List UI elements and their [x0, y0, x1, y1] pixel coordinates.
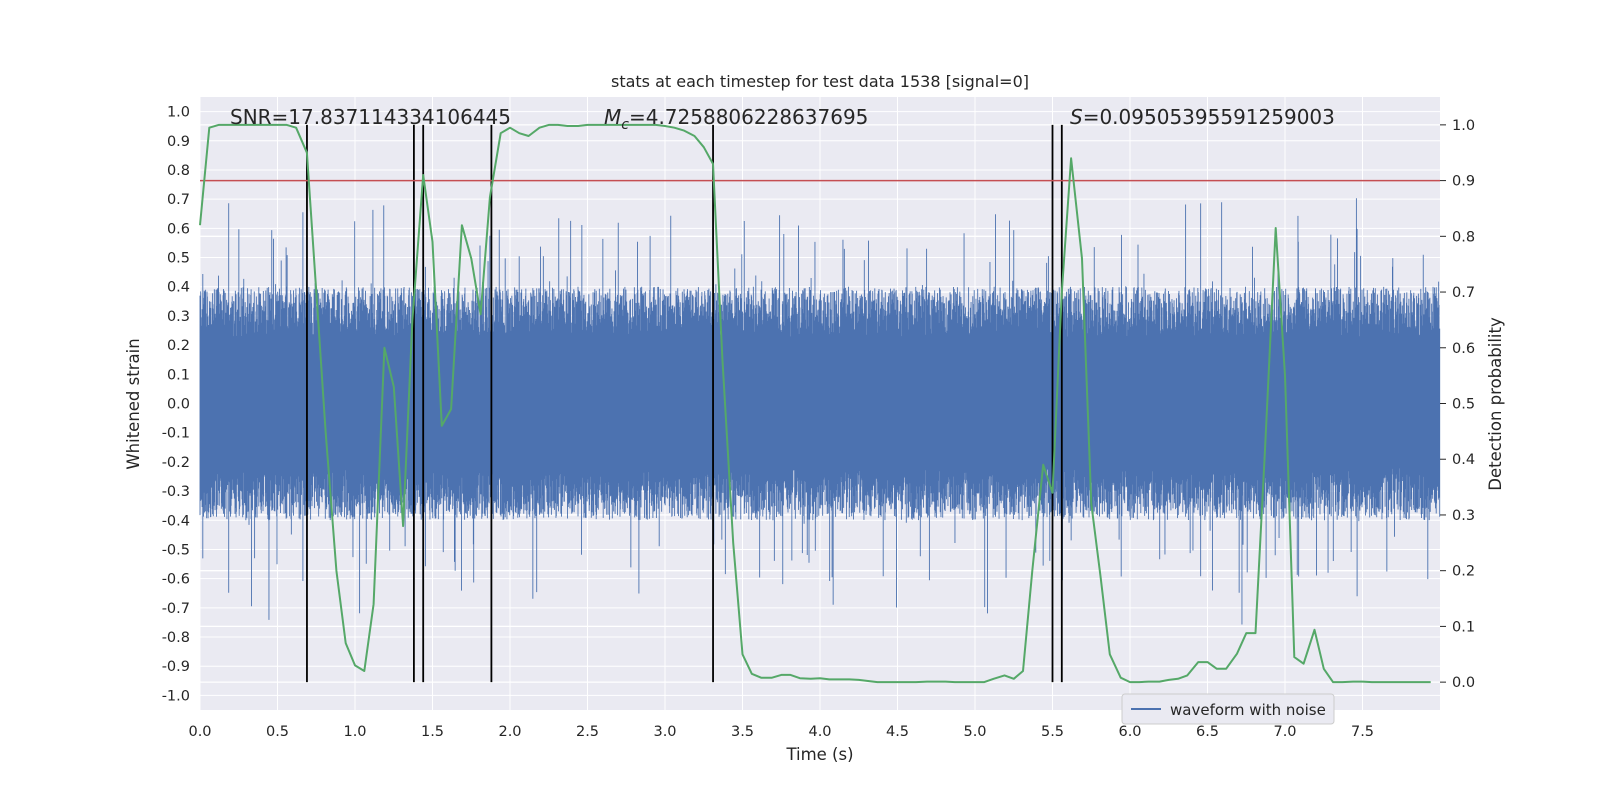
- chart-title: stats at each timestep for test data 153…: [611, 72, 1029, 91]
- right-y-tick-label: 0.4: [1452, 452, 1475, 468]
- right-y-tick-label: 0.2: [1452, 564, 1475, 580]
- left-y-tick-label: 0.4: [167, 280, 190, 296]
- left-y-tick-label: -0.1: [162, 426, 190, 442]
- left-y-tick-label: -0.9: [162, 659, 190, 675]
- legend: waveform with noise: [1121, 693, 1335, 725]
- chirp-mass-value: =4.7258806228637695: [629, 105, 868, 129]
- y-axis-label-right: Detection probability: [1486, 317, 1505, 491]
- x-tick-label: 0.0: [188, 724, 211, 740]
- right-y-tick-label: 0.7: [1452, 285, 1475, 301]
- x-tick-label: 1.0: [343, 724, 366, 740]
- left-y-tick-label: 0.8: [167, 163, 190, 179]
- x-tick-label: 4.0: [808, 724, 831, 740]
- chirp-mass-annotation: Mc=4.7258806228637695: [604, 105, 868, 133]
- left-y-tick-label: -0.8: [162, 630, 190, 646]
- x-tick-label: 6.5: [1196, 724, 1219, 740]
- left-y-tick-label: -1.0: [162, 688, 190, 704]
- x-tick-label: 7.5: [1351, 724, 1374, 740]
- right-y-tick-label: 0.5: [1452, 397, 1475, 413]
- x-tick-label: 7.0: [1273, 724, 1296, 740]
- s-annotation: S=0.09505395591259003: [1070, 105, 1335, 129]
- left-y-tick-label: 0.1: [167, 367, 190, 383]
- left-y-tick-label: 0.9: [167, 134, 190, 150]
- right-y-tick-label: 0.1: [1452, 619, 1475, 635]
- x-tick-label: 6.0: [1118, 724, 1141, 740]
- snr-annotation: SNR=17.837114334106445: [230, 105, 511, 129]
- left-y-tick-label: -0.7: [162, 601, 190, 617]
- x-tick-label: 5.5: [1041, 724, 1064, 740]
- left-y-tick-label: 0.6: [167, 221, 190, 237]
- left-y-tick-label: 0.2: [167, 338, 190, 354]
- left-y-tick-labels: 1.0 0.9 0.8 0.7 0.6 0.5 0.4 0.3 0.2 0.1 0.0 -0.1 -0.…: [162, 105, 190, 705]
- x-tick-label: 3.5: [731, 724, 754, 740]
- right-y-tick-label: 0.9: [1452, 174, 1475, 190]
- left-y-tick-label: 0.5: [167, 251, 190, 267]
- x-tick-label: 3.0: [653, 724, 676, 740]
- x-tick-labels: 0.0 0.5 1.0 1.5 2.0 2.5 3.0 3.5 4.0 4.5 5.0 5.5 6.0 6…: [188, 724, 1374, 740]
- x-tick-label: 1.5: [421, 724, 444, 740]
- legend-label: waveform with noise: [1170, 701, 1326, 719]
- left-y-tick-label: -0.2: [162, 455, 190, 471]
- x-tick-label: 2.5: [576, 724, 599, 740]
- x-axis-label: Time (s): [785, 745, 853, 764]
- right-y-tick-label: 0.3: [1452, 508, 1475, 524]
- x-tick-label: 2.0: [498, 724, 521, 740]
- left-y-tick-label: 0.0: [167, 397, 190, 413]
- legend-box: [1121, 693, 1335, 725]
- detection-probability-series: [199, 123, 1431, 684]
- x-tick-label: 4.5: [886, 724, 909, 740]
- left-y-tick-label: -0.5: [162, 542, 190, 558]
- s-value: =0.09505395591259003: [1083, 105, 1335, 129]
- x-tick-label: 5.0: [963, 724, 986, 740]
- left-y-tick-label: 1.0: [167, 105, 190, 121]
- right-y-tick-label: 0.0: [1452, 675, 1475, 691]
- left-y-tick-label: -0.6: [162, 572, 190, 588]
- right-y-tick-label: 1.0: [1452, 118, 1475, 134]
- vertical-markers: [306, 124, 1063, 683]
- y-axis-label-left: Whitened strain: [124, 338, 143, 469]
- x-tick-label: 0.5: [266, 724, 289, 740]
- chirp-mass-symbol: M: [604, 105, 621, 129]
- detection-probability-line: [199, 123, 1431, 684]
- right-y-tick-label: 0.8: [1452, 229, 1475, 245]
- right-y-tick-label: 0.6: [1452, 341, 1475, 357]
- left-y-tick-label: 0.7: [167, 192, 190, 208]
- left-y-tick-label: -0.3: [162, 484, 190, 500]
- waveform-core: [200, 345, 1440, 462]
- s-symbol: S: [1070, 105, 1083, 129]
- chirp-mass-subscript: c: [621, 117, 629, 133]
- left-y-tick-label: -0.4: [162, 513, 190, 529]
- right-y-tick-labels: 1.0 0.9 0.8 0.7 0.6 0.5 0.4 0.3 0.2 0.1 0.0: [1440, 118, 1475, 691]
- left-y-tick-label: 0.3: [167, 309, 190, 325]
